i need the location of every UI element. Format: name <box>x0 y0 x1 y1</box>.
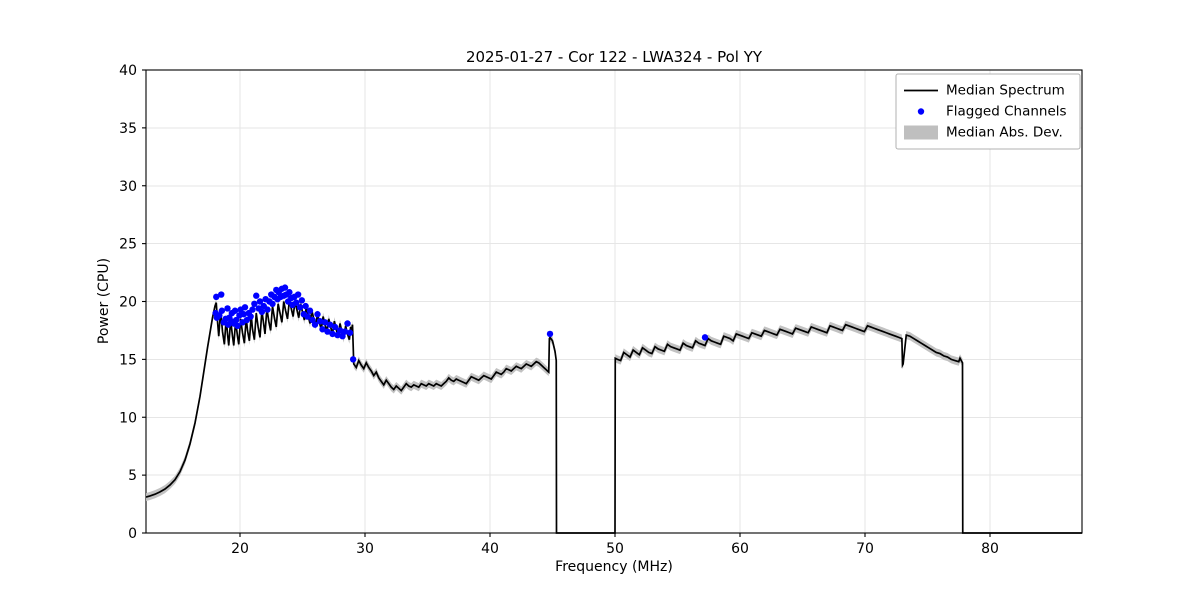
flagged-channel-dot <box>306 307 314 314</box>
flagged-channel-dot <box>298 297 306 304</box>
flagged-channel-dot <box>256 298 264 305</box>
chart-legend[interactable]: Median Spectrum Flagged Channels Median Ab… <box>895 73 1081 150</box>
flagged-channel-dot <box>240 311 247 318</box>
y-tick-label: 40 <box>119 63 137 79</box>
flagged-channel-dot <box>264 306 271 313</box>
flagged-channel-dot <box>319 326 326 333</box>
flagged-channel-dot <box>331 323 339 331</box>
flagged-channel-dot <box>253 292 260 299</box>
x-tick-label: 60 <box>731 541 749 557</box>
flagged-channel-dot <box>286 289 293 296</box>
flagged-channel-dot <box>321 319 329 326</box>
x-axis-label: Frequency (MHz) <box>555 559 673 575</box>
legend-label: Median Spectrum <box>946 83 1065 99</box>
flagged-channel-dot <box>546 330 554 338</box>
flagged-channel-dot <box>304 313 311 320</box>
y-tick-label: 0 <box>128 526 137 542</box>
page-title: 2025-01-27 - Cor 122 - LWA324 - Pol YY <box>466 48 763 66</box>
y-tick-label: 5 <box>128 468 137 484</box>
flagged-channel-dot <box>258 308 266 316</box>
flagged-channel-dot <box>233 316 240 324</box>
y-axis-ticks: 0 5 10 15 20 25 30 35 40 <box>119 63 146 542</box>
flagged-channel-dot <box>231 307 239 314</box>
x-axis-ticks: 20 30 40 50 60 70 80 <box>231 533 999 557</box>
x-tick-label: 30 <box>356 541 374 557</box>
median-abs-dev-band <box>146 296 963 502</box>
legend-patch-swatch <box>904 125 938 140</box>
flagged-channel-dot <box>241 304 249 311</box>
flagged-channel-dot <box>218 307 226 314</box>
y-tick-label: 30 <box>119 179 137 195</box>
legend-item[interactable]: Flagged Channels <box>917 104 1067 120</box>
flagged-channel-dot <box>247 313 254 320</box>
flagged-channels-markers <box>212 284 709 363</box>
legend-frame <box>895 73 1081 150</box>
flagged-channel-dot <box>701 334 709 341</box>
x-tick-label: 20 <box>231 541 249 557</box>
flagged-channel-dot <box>324 328 331 335</box>
flagged-channel-dot <box>326 321 334 328</box>
flagged-channel-dot <box>293 299 300 306</box>
flagged-channel-dot <box>336 327 344 334</box>
y-tick-label: 20 <box>119 295 137 311</box>
flagged-channel-dot <box>251 300 258 308</box>
legend-label: Flagged Channels <box>946 104 1067 120</box>
median-spectrum-line <box>145 300 1082 534</box>
y-tick-label: 10 <box>119 410 137 426</box>
flagged-channel-dot <box>234 322 241 330</box>
legend-label: Median Abs. Dev. <box>946 125 1063 141</box>
flagged-channel-dot <box>346 329 354 336</box>
flagged-channel-dot <box>341 328 349 335</box>
flagged-channel-dot <box>213 293 220 301</box>
y-tick-label: 15 <box>119 352 137 368</box>
x-tick-label: 80 <box>981 541 999 557</box>
flagged-channel-dot <box>349 356 357 363</box>
flagged-channel-dot <box>249 306 256 313</box>
flagged-channel-dot <box>329 330 336 338</box>
flagged-channel-dot <box>316 317 324 325</box>
flagged-channel-dot <box>269 300 276 308</box>
flagged-channel-dot <box>218 291 225 298</box>
x-tick-label: 70 <box>856 541 874 557</box>
flagged-channel-dot <box>302 302 309 310</box>
median-spectrum-polyline <box>145 300 1082 534</box>
flagged-channel-dot <box>224 305 231 312</box>
y-axis-label: Power (CPU) <box>96 258 112 344</box>
flagged-channel-dot <box>294 291 302 298</box>
x-tick-label: 40 <box>481 541 499 557</box>
legend-marker-swatch <box>917 108 925 115</box>
y-tick-label: 25 <box>119 237 137 253</box>
mad-band-segment <box>615 320 963 370</box>
y-tick-label: 35 <box>119 121 137 137</box>
legend-item[interactable]: Median Spectrum <box>904 83 1065 99</box>
x-tick-label: 50 <box>606 541 624 557</box>
legend-item[interactable]: Median Abs. Dev. <box>904 125 1063 141</box>
flagged-channel-dot <box>311 321 319 328</box>
flagged-channel-dot <box>314 311 321 318</box>
flagged-channel-dot <box>281 284 289 291</box>
flagged-channel-dot <box>296 304 304 311</box>
flagged-channel-dot <box>344 320 351 327</box>
